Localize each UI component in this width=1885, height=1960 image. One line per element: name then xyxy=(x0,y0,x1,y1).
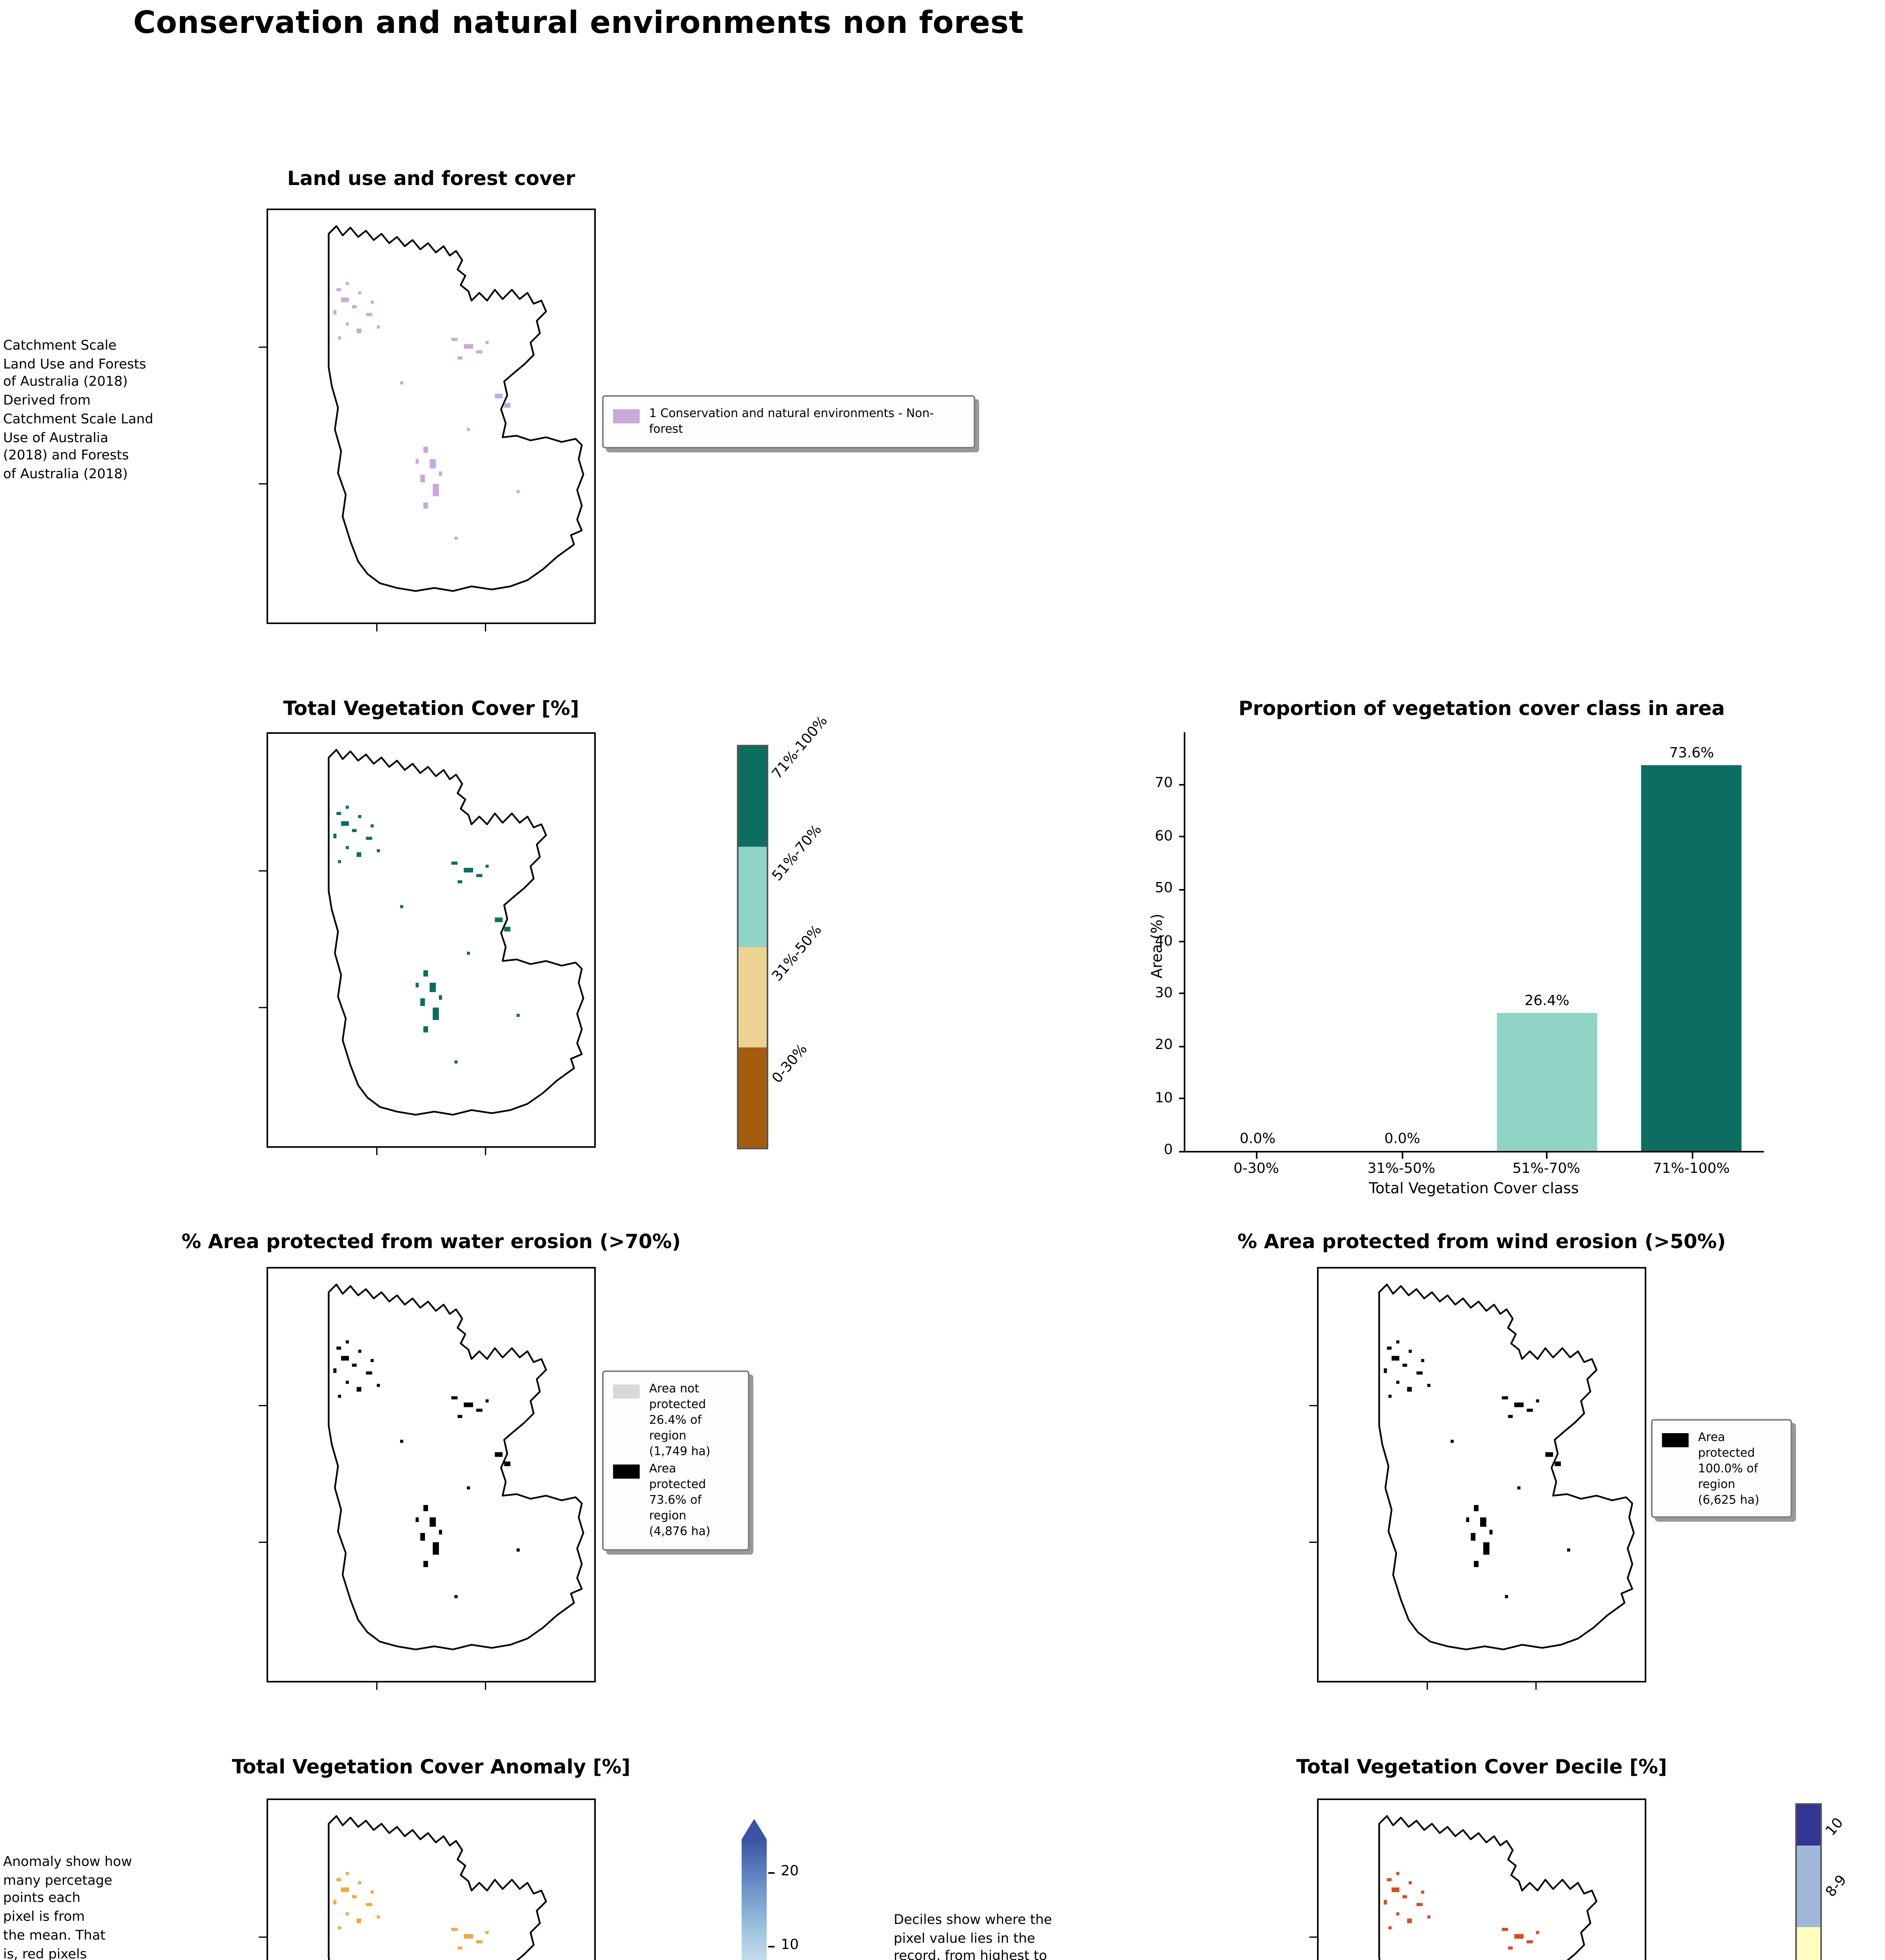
catchment-outline xyxy=(259,1816,583,1960)
colorbar-label: 71%-100% xyxy=(770,714,832,783)
colorbar-segment xyxy=(738,847,767,947)
y-tick-label: 30 xyxy=(1155,986,1173,1002)
veg-cover-map xyxy=(267,732,596,1148)
decile-title: Total Vegetation Cover Decile [%] xyxy=(1296,1755,1667,1778)
y-tick xyxy=(1179,1045,1185,1047)
anomaly-map xyxy=(267,1798,596,1960)
catchment-outline xyxy=(259,226,583,632)
y-tick xyxy=(1179,888,1185,890)
y-tick xyxy=(1179,784,1185,786)
x-tick-label: 0-30% xyxy=(1184,1152,1329,1178)
colorbar-tick xyxy=(768,1945,775,1947)
anomaly-colorbar xyxy=(742,1819,767,1960)
colorbar-segment xyxy=(1797,1927,1820,1960)
anomaly-note: Anomaly show how many percetage points e… xyxy=(3,1855,132,1960)
bar-chart-xlabel: Total Vegetation Cover class xyxy=(1369,1181,1579,1198)
y-tick-label: 10 xyxy=(1155,1091,1173,1107)
colorbar-label: 0-30% xyxy=(770,1041,811,1086)
legend-entry: Area protected 100.0% of region (6,625 h… xyxy=(1662,1430,1781,1508)
legend-entry: Area not protected 26.4% of region (1,74… xyxy=(613,1381,738,1459)
bar-slot: 0.0% xyxy=(1330,732,1475,1151)
y-tick xyxy=(1179,836,1185,838)
land-use-legend: 1 Conservation and natural environments … xyxy=(602,395,975,448)
anomaly-colorbar-ticks: 20100−10−20 xyxy=(768,1839,837,1960)
legend-swatch xyxy=(613,1385,640,1399)
legend-entry: 1 Conservation and natural environments … xyxy=(613,406,964,437)
x-tick-label: 31%-50% xyxy=(1329,1152,1474,1178)
land-use-map xyxy=(267,209,596,624)
catchment-outline xyxy=(1309,1285,1634,1690)
y-tick xyxy=(1179,941,1185,942)
bar-slot: 73.6% xyxy=(1619,732,1764,1151)
wind-erosion-title: % Area protected from wind erosion (>50%… xyxy=(1237,1229,1726,1253)
bar-chart-ylabel: Area (%) xyxy=(1149,913,1167,978)
bar xyxy=(1641,766,1742,1151)
legend-swatch xyxy=(1662,1433,1689,1447)
colorbar-label: 31%-50% xyxy=(770,923,826,985)
colorbar-label: 51%-70% xyxy=(770,822,826,884)
veg-cover-colorbar-labels: 71%-100% 51%-70% 31%-50% 0-30% xyxy=(770,714,832,1149)
land-use-title: Land use and forest cover xyxy=(287,166,575,190)
legend-swatch xyxy=(613,1465,640,1479)
veg-cover-title: Total Vegetation Cover [%] xyxy=(283,696,579,720)
catchment-outline xyxy=(1309,1816,1634,1960)
colorbar-segment xyxy=(738,746,767,847)
colorbar-segment xyxy=(738,1047,767,1148)
legend-label: Area not protected 26.4% of region (1,74… xyxy=(649,1381,711,1458)
y-tick-label: 70 xyxy=(1155,777,1173,793)
decile-note: Deciles show where the pixel value lies … xyxy=(894,1913,1052,1960)
anomaly-colorbar-top-arrow xyxy=(742,1819,767,1839)
colorbar-tick xyxy=(768,1871,775,1873)
anomaly-title: Total Vegetation Cover Anomaly [%] xyxy=(232,1755,631,1778)
catchment-outline xyxy=(259,1285,583,1690)
wind-erosion-legend: Area protected 100.0% of region (6,625 h… xyxy=(1651,1419,1792,1519)
x-tick-label: 71%-100% xyxy=(1619,1152,1764,1178)
y-tick-label: 50 xyxy=(1155,881,1173,897)
decile-colorbar-labels: 108-94-72-31 xyxy=(1824,1803,1851,1960)
wind-erosion-map xyxy=(1317,1267,1646,1682)
colorbar-label: 10 xyxy=(1823,1816,1847,1840)
catchment-outline xyxy=(259,750,583,1155)
y-tick xyxy=(1179,993,1185,995)
bar-slot: 26.4% xyxy=(1475,732,1619,1151)
legend-label: Area protected 73.6% of region (4,876 ha… xyxy=(649,1462,711,1539)
colorbar-tick-label: 10 xyxy=(781,1938,799,1954)
water-erosion-map xyxy=(267,1267,596,1682)
land-use-source-note: Catchment Scale Land Use and Forests of … xyxy=(3,339,154,483)
colorbar-segment xyxy=(1797,1805,1820,1846)
y-tick-label: 0 xyxy=(1164,1143,1173,1159)
bar-value-label: 0.0% xyxy=(1239,1132,1276,1148)
y-tick xyxy=(1179,1098,1185,1100)
bar xyxy=(1496,1013,1598,1151)
decile-colorbar xyxy=(1795,1803,1822,1960)
legend-swatch xyxy=(613,409,640,423)
bar-value-label: 26.4% xyxy=(1524,994,1569,1010)
colorbar-segment xyxy=(738,947,767,1047)
bar-slot: 0.0% xyxy=(1185,732,1330,1151)
legend-label: 1 Conservation and natural environments … xyxy=(649,406,934,436)
decile-map xyxy=(1317,1798,1646,1960)
bar-chart-title: Proportion of vegetation cover class in … xyxy=(1238,696,1725,720)
bar-value-label: 0.0% xyxy=(1384,1132,1421,1148)
colorbar-segment xyxy=(1797,1846,1820,1927)
y-tick-label: 40 xyxy=(1155,934,1173,949)
veg-cover-colorbar xyxy=(737,745,768,1149)
bar-chart-xticks: 0-30% 31%-50% 51%-70% 71%-100% xyxy=(1184,1152,1764,1178)
colorbar-tick-label: 20 xyxy=(781,1864,799,1880)
page-title: Conservation and natural environments no… xyxy=(133,5,1024,41)
water-erosion-title: % Area protected from water erosion (>70… xyxy=(181,1229,681,1253)
y-tick xyxy=(1179,1150,1185,1152)
bar-value-label: 73.6% xyxy=(1669,747,1714,763)
legend-label: Area protected 100.0% of region (6,625 h… xyxy=(1698,1430,1760,1506)
y-tick-label: 60 xyxy=(1155,829,1173,845)
anomaly-colorbar-gradient xyxy=(742,1839,767,1960)
water-erosion-legend: Area not protected 26.4% of region (1,74… xyxy=(602,1370,749,1551)
colorbar-label: 8-9 xyxy=(1823,1873,1851,1902)
y-tick-label: 20 xyxy=(1155,1038,1173,1054)
bar-chart-plot: 0 10 20 30 40 50 60 70 0.0% 0.0% 26.4% 73.6% xyxy=(1155,732,1764,1159)
legend-entry: Area protected 73.6% of region (4,876 ha… xyxy=(613,1462,738,1540)
x-tick-label: 51%-70% xyxy=(1474,1152,1619,1178)
